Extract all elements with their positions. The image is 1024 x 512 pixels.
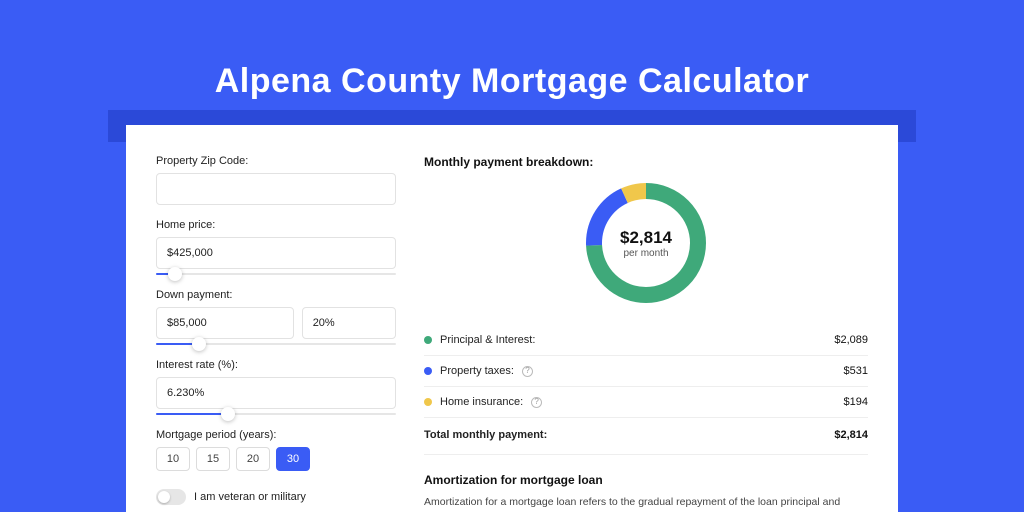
legend-dot <box>424 336 432 344</box>
donut-center: $2,814 per month <box>584 181 708 305</box>
page-title: Alpena County Mortgage Calculator <box>0 0 1024 101</box>
donut-wrap: $2,814 per month <box>424 181 868 305</box>
amortization-text: Amortization for a mortgage loan refers … <box>424 495 868 512</box>
payment-donut: $2,814 per month <box>584 181 708 305</box>
info-icon[interactable]: ? <box>522 366 533 377</box>
rate-field: Interest rate (%): <box>156 359 396 415</box>
divider <box>424 454 868 455</box>
rate-slider-thumb[interactable] <box>221 407 235 421</box>
price-field: Home price: <box>156 219 396 275</box>
total-value: $2,814 <box>834 429 868 441</box>
line-value: $531 <box>844 365 868 377</box>
down-label: Down payment: <box>156 289 396 301</box>
price-slider[interactable] <box>156 273 396 275</box>
line-item: Property taxes:? $531 <box>424 356 868 387</box>
veteran-toggle-knob <box>158 491 170 503</box>
rate-slider[interactable] <box>156 413 396 415</box>
line-label: Principal & Interest: <box>440 334 535 346</box>
line-label: Property taxes: <box>440 365 514 377</box>
down-slider-thumb[interactable] <box>192 337 206 351</box>
period-label: Mortgage period (years): <box>156 429 396 441</box>
down-percent-input[interactable] <box>302 307 396 339</box>
period-options: 10152030 <box>156 447 396 471</box>
breakdown-column: Monthly payment breakdown: $2,814 per mo… <box>424 155 868 512</box>
down-slider[interactable] <box>156 343 396 345</box>
down-amount-input[interactable] <box>156 307 294 339</box>
form-column: Property Zip Code: Home price: Down paym… <box>156 155 396 512</box>
line-value: $2,089 <box>834 334 868 346</box>
veteran-toggle[interactable] <box>156 489 186 505</box>
period-option-30[interactable]: 30 <box>276 447 310 471</box>
rate-input[interactable] <box>156 377 396 409</box>
zip-label: Property Zip Code: <box>156 155 396 167</box>
breakdown-title: Monthly payment breakdown: <box>424 155 868 169</box>
line-items: Principal & Interest: $2,089 Property taxe… <box>424 325 868 418</box>
donut-amount: $2,814 <box>620 228 672 248</box>
period-option-20[interactable]: 20 <box>236 447 270 471</box>
down-field: Down payment: <box>156 289 396 345</box>
period-option-10[interactable]: 10 <box>156 447 190 471</box>
price-label: Home price: <box>156 219 396 231</box>
info-icon[interactable]: ? <box>531 397 542 408</box>
period-field: Mortgage period (years): 10152030 <box>156 429 396 471</box>
total-label: Total monthly payment: <box>424 429 547 441</box>
rate-label: Interest rate (%): <box>156 359 396 371</box>
zip-field: Property Zip Code: <box>156 155 396 205</box>
rate-slider-fill <box>156 413 228 415</box>
line-item: Principal & Interest: $2,089 <box>424 325 868 356</box>
calculator-panel: Property Zip Code: Home price: Down paym… <box>126 125 898 512</box>
zip-input[interactable] <box>156 173 396 205</box>
veteran-row: I am veteran or military <box>156 489 396 505</box>
total-line: Total monthly payment: $2,814 <box>424 418 868 450</box>
legend-dot <box>424 398 432 406</box>
price-input[interactable] <box>156 237 396 269</box>
line-value: $194 <box>844 396 868 408</box>
line-item: Home insurance:? $194 <box>424 387 868 418</box>
donut-sub: per month <box>623 248 668 259</box>
amortization-title: Amortization for mortgage loan <box>424 473 868 487</box>
veteran-label: I am veteran or military <box>194 491 306 503</box>
line-label: Home insurance: <box>440 396 523 408</box>
legend-dot <box>424 367 432 375</box>
price-slider-thumb[interactable] <box>168 267 182 281</box>
period-option-15[interactable]: 15 <box>196 447 230 471</box>
